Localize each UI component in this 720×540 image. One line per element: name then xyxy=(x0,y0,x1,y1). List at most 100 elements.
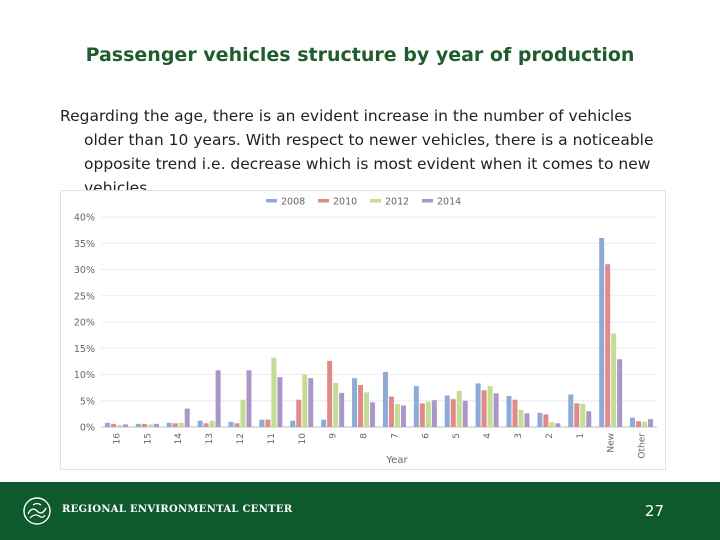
bar-2010-1 xyxy=(574,403,580,427)
bar-2010-other xyxy=(636,421,642,427)
bar-2014-new xyxy=(617,359,623,427)
x-tick-label: 3 xyxy=(514,433,524,439)
bar-2008-4 xyxy=(475,383,481,427)
bar-2008-15 xyxy=(135,423,141,427)
x-tick-label: 7 xyxy=(390,433,400,439)
bar-2008-1 xyxy=(568,394,574,427)
x-tick-label: 4 xyxy=(483,433,493,439)
page-number: 27 xyxy=(644,502,664,520)
bar-2014-13 xyxy=(215,370,221,427)
footer-bar: REGIONAL ENVIRONMENTAL CENTER 27 xyxy=(0,482,720,540)
legend-swatch xyxy=(370,199,381,203)
bar-2012-10 xyxy=(302,374,308,427)
bar-2012-other xyxy=(642,421,648,427)
y-tick-label: 5% xyxy=(80,396,95,407)
bar-2010-14 xyxy=(172,423,178,427)
bar-2008-14 xyxy=(166,422,172,427)
legend-label: 2008 xyxy=(281,197,305,208)
bar-2014-6 xyxy=(431,400,437,427)
bar-2012-3 xyxy=(518,409,524,427)
bar-2010-2 xyxy=(543,414,549,427)
bar-2012-16 xyxy=(116,424,122,427)
x-tick-label: 13 xyxy=(205,433,215,444)
y-tick-label: 10% xyxy=(74,370,95,381)
bar-2014-5 xyxy=(462,400,468,427)
legend-swatch xyxy=(422,199,433,203)
bar-2008-13 xyxy=(197,420,203,427)
bar-2010-16 xyxy=(110,423,116,427)
bar-2014-4 xyxy=(493,393,499,427)
rec-logo-icon xyxy=(23,497,51,525)
x-tick-label: 2 xyxy=(545,433,555,439)
bar-2014-1 xyxy=(586,411,592,427)
bar-2012-7 xyxy=(394,403,400,427)
bar-2010-15 xyxy=(141,423,147,427)
bar-2008-16 xyxy=(104,422,110,427)
bar-2010-new xyxy=(605,264,611,427)
x-tick-label: New xyxy=(607,433,617,453)
bar-2010-6 xyxy=(419,403,425,427)
bar-2012-15 xyxy=(147,424,153,427)
x-tick-label: 8 xyxy=(360,433,370,439)
chart-panel: 0% 5% 10% 15% 20% 25% 30% 35% 40% 2008 2010 2012 201… xyxy=(60,190,666,470)
bar-2008-7 xyxy=(382,371,388,427)
x-tick-label: 14 xyxy=(174,433,184,445)
bar-2012-2 xyxy=(549,422,555,427)
x-tick-label: 6 xyxy=(421,433,431,439)
bar-2014-12 xyxy=(246,370,252,427)
bar-2008-5 xyxy=(444,395,450,427)
x-tick-label: Other xyxy=(638,433,648,459)
bar-2010-8 xyxy=(358,385,364,427)
legend-label: 2014 xyxy=(437,197,461,208)
bar-2014-16 xyxy=(122,424,128,427)
bar-2012-13 xyxy=(209,420,215,427)
bar-2008-6 xyxy=(413,386,419,427)
bar-2008-new xyxy=(599,238,605,427)
y-tick-label: 0% xyxy=(80,423,95,434)
bar-2008-3 xyxy=(506,396,512,427)
x-tick-label: 15 xyxy=(143,433,153,444)
y-tick-label: 15% xyxy=(74,344,95,355)
slide-title: Passenger vehicles structure by year of … xyxy=(85,44,635,66)
bar-2008-12 xyxy=(228,421,234,427)
bar-2014-11 xyxy=(277,377,283,427)
x-tick-label: 5 xyxy=(452,433,462,439)
x-tick-label: 11 xyxy=(267,433,277,444)
bar-2010-13 xyxy=(203,423,209,427)
x-tick-label: 10 xyxy=(298,433,308,445)
body-paragraph: Regarding the age, there is an evident i… xyxy=(60,107,654,197)
bar-2008-9 xyxy=(321,419,327,427)
y-tick-label: 20% xyxy=(74,318,95,329)
bar-2008-10 xyxy=(290,420,296,427)
bar-2012-6 xyxy=(425,401,431,427)
legend-swatch xyxy=(318,199,329,203)
legend-label: 2010 xyxy=(333,197,357,208)
y-tick-label: 25% xyxy=(74,291,95,302)
bar-2010-12 xyxy=(234,423,240,427)
bar-2012-5 xyxy=(456,390,462,427)
bar-2008-8 xyxy=(352,378,358,427)
bar-2010-9 xyxy=(327,360,333,427)
bar-2010-11 xyxy=(265,419,271,427)
bar-2014-14 xyxy=(184,408,190,427)
bar-2014-8 xyxy=(370,402,376,427)
x-tick-label: 12 xyxy=(236,433,246,444)
bar-2014-10 xyxy=(308,378,314,427)
bar-2010-10 xyxy=(296,399,302,427)
bar-2014-other xyxy=(648,419,654,427)
bar-2012-11 xyxy=(271,357,277,427)
bar-2014-7 xyxy=(400,405,406,427)
bar-2010-7 xyxy=(388,396,394,427)
bar-2010-3 xyxy=(512,399,518,427)
x-tick-label: 1 xyxy=(576,433,586,439)
organization-name: REGIONAL ENVIRONMENTAL CENTER xyxy=(62,504,293,515)
bar-2010-4 xyxy=(481,390,487,427)
bar-2012-1 xyxy=(580,403,586,427)
y-tick-label: 35% xyxy=(74,239,95,250)
bar-2012-8 xyxy=(364,392,370,427)
bar-2014-3 xyxy=(524,413,530,427)
bar-2014-9 xyxy=(339,392,345,427)
bar-2012-9 xyxy=(333,382,339,427)
bar-2014-15 xyxy=(153,423,159,427)
bar-2012-12 xyxy=(240,399,246,427)
